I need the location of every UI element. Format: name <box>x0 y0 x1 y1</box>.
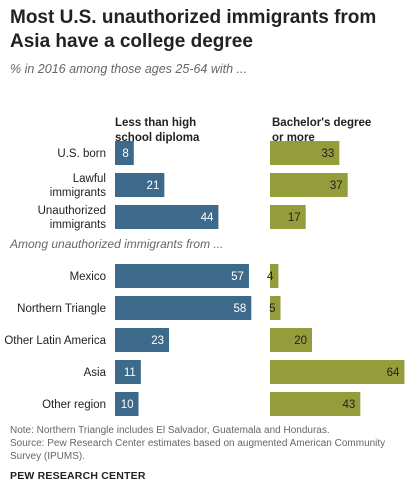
category-label: Unauthorized <box>38 205 106 217</box>
bar-less-than-high-school <box>115 173 165 197</box>
category-label: Asia <box>84 367 107 379</box>
data-label: 5 <box>269 303 275 315</box>
data-label: 23 <box>151 335 164 347</box>
category-label: Other Latin America <box>4 335 106 347</box>
bar-bachelors-degree <box>270 205 306 229</box>
bar-less-than-high-school <box>115 392 139 416</box>
bar-less-than-high-school <box>115 296 252 320</box>
bar-less-than-high-school <box>115 328 170 352</box>
data-label: 33 <box>322 148 335 160</box>
data-label: 37 <box>330 180 343 192</box>
bar-less-than-high-school <box>115 205 219 229</box>
bar-bachelors-degree <box>270 141 340 165</box>
bar-bachelors-degree <box>270 173 348 197</box>
data-label: 58 <box>234 303 247 315</box>
data-label: 44 <box>201 212 214 224</box>
chart-title: Most U.S. unauthorized immigrants from A… <box>10 7 377 52</box>
data-label: 20 <box>294 335 307 347</box>
bar-bachelors-degree <box>270 296 281 320</box>
column-header-line: Less than high <box>115 117 197 129</box>
data-label: 57 <box>231 271 244 283</box>
column-header-less-than-high-school: Less than high school diploma <box>115 116 199 146</box>
category-label: Lawful <box>73 173 106 185</box>
data-label: 43 <box>343 399 356 411</box>
category-label: immigrants <box>50 219 106 231</box>
source-line: Source: Pew Research Center estimates ba… <box>10 438 386 462</box>
note-line: Note: Northern Triangle includes El Salv… <box>10 425 330 436</box>
column-header-line: Bachelor's degree <box>272 117 372 129</box>
data-label: 4 <box>267 271 274 283</box>
data-label: 8 <box>122 148 128 160</box>
group-label: Among unauthorized immigrants from ... <box>9 237 223 251</box>
bar-chart: U.S. born 8 33 Lawful immigrants 21 37 Unauthor… <box>4 141 405 416</box>
category-label: Other region <box>42 399 106 411</box>
data-label: 11 <box>124 367 136 379</box>
bar-less-than-high-school <box>115 141 134 165</box>
bar-bachelors-degree <box>270 328 312 352</box>
bar-bachelors-degree <box>270 360 405 384</box>
category-label: immigrants <box>50 187 106 199</box>
chart-subtitle: % in 2016 among those ages 25-64 with ..… <box>10 62 247 76</box>
bar-bachelors-degree <box>270 392 361 416</box>
bar-less-than-high-school <box>115 264 249 288</box>
category-label: Northern Triangle <box>17 303 106 315</box>
data-label: 64 <box>387 367 400 379</box>
bar-less-than-high-school <box>115 360 141 384</box>
column-header-line: school diploma <box>115 132 200 144</box>
data-label: 17 <box>288 212 301 224</box>
brand-label: PEW RESEARCH CENTER <box>10 470 146 482</box>
bar-bachelors-degree <box>270 264 279 288</box>
category-label: Mexico <box>70 271 106 283</box>
data-label: 10 <box>121 399 134 411</box>
data-label: 21 <box>147 180 160 192</box>
chart-notes: Note: Northern Triangle includes El Salv… <box>10 424 415 463</box>
category-label: U.S. born <box>57 148 106 160</box>
